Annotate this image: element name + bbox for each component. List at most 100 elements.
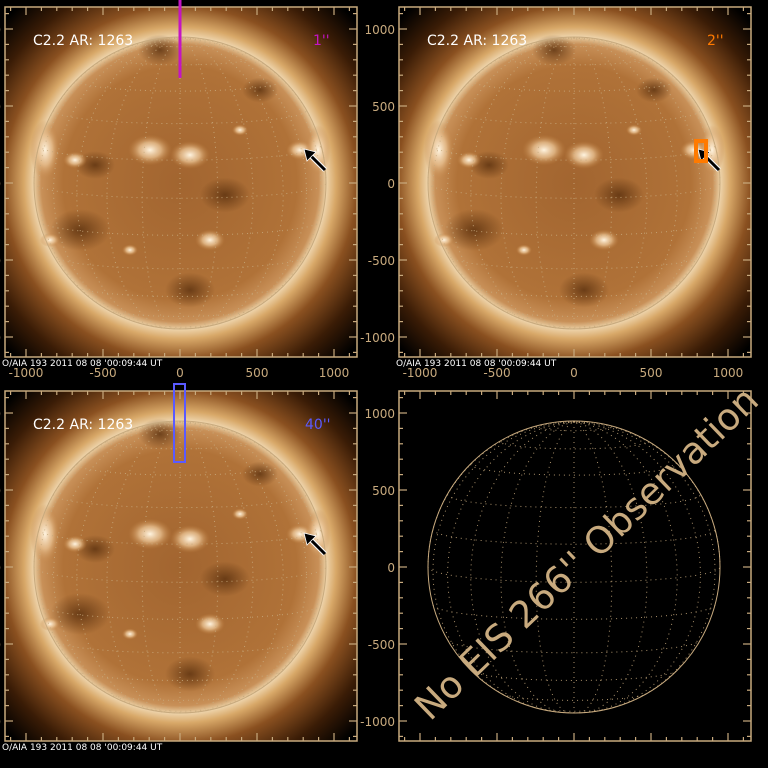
- active-region: [63, 151, 87, 169]
- y-tick-label: -1000: [360, 331, 395, 345]
- active-region: [122, 628, 138, 640]
- coronal-hole: [444, 209, 504, 251]
- y-tick-label: 1000: [364, 407, 395, 421]
- solar-limb: [427, 36, 721, 330]
- grid-line: [447, 640, 701, 654]
- grid-line: [427, 566, 721, 583]
- grid-line: [141, 37, 181, 330]
- grid-line: [179, 421, 219, 714]
- x-tick-label: 1000: [319, 366, 350, 380]
- coronal-hole: [138, 34, 182, 66]
- grid-line: [447, 256, 701, 270]
- grid-line: [470, 37, 575, 329]
- limb-brightening: [30, 120, 60, 180]
- solar-limb: [33, 420, 327, 714]
- grid-line: [535, 426, 613, 432]
- coronal-hole: [532, 34, 576, 66]
- active-region: [40, 617, 60, 631]
- limb-brightening: [30, 504, 60, 564]
- grid-line: [573, 421, 648, 714]
- plot-frame: [398, 390, 752, 742]
- grid-line: [573, 37, 721, 184]
- coronal-hole: [242, 461, 278, 487]
- active-region: [516, 244, 532, 256]
- coronal-hole: [138, 418, 182, 450]
- limb-brightening: [424, 120, 454, 180]
- grid-line: [33, 182, 327, 199]
- active-region: [122, 244, 138, 256]
- grid-line: [38, 145, 322, 161]
- grid-line: [76, 80, 284, 92]
- active-region: [128, 518, 172, 550]
- grid-line: [76, 464, 284, 476]
- solar-limb: [427, 420, 721, 714]
- grid-line: [179, 421, 327, 568]
- arrow-head: [303, 148, 317, 162]
- y-tick-label: 1000: [364, 23, 395, 37]
- slit-width-label: 1'': [313, 33, 330, 49]
- grid-line: [141, 421, 181, 714]
- grid-line: [539, 324, 609, 328]
- active-region: [626, 124, 642, 136]
- slit-width-label: 40'': [305, 417, 331, 433]
- y-tick-label: -500: [0, 254, 1, 268]
- x-tick-label: -500: [483, 366, 510, 380]
- y-tick-label: -500: [368, 254, 395, 268]
- active-region: [170, 525, 210, 553]
- coronal-hole: [242, 77, 278, 103]
- coronal-hole: [636, 77, 672, 103]
- coronal-hole: [559, 272, 609, 308]
- flare-label: C2.2 AR: 1263: [33, 417, 133, 433]
- footer-timestamp: O/AIA 193 2011 08 08 '00:09:44 UT: [2, 743, 163, 753]
- grid-line: [470, 80, 678, 92]
- grid-line: [38, 529, 322, 545]
- grid-line: [535, 421, 575, 714]
- y-tick-label: 0: [0, 561, 1, 575]
- y-tick-label: -1000: [0, 715, 1, 729]
- y-tick-label: 500: [372, 100, 395, 114]
- grid-line: [53, 256, 307, 270]
- active-region: [457, 151, 481, 169]
- grid-line: [573, 421, 721, 568]
- active-region: [40, 233, 60, 247]
- y-tick-label: 0: [387, 177, 395, 191]
- grid-line: [106, 57, 254, 66]
- flare-label: C2.2 AR: 1263: [427, 33, 527, 49]
- active-region: [128, 134, 172, 166]
- panel-4: No EIS 266'' Observation -1000 -500 0 500 100…: [360, 378, 767, 742]
- grid-line: [179, 37, 254, 330]
- active-region: [522, 134, 566, 166]
- grid-line: [141, 42, 219, 48]
- grid-line: [33, 566, 327, 583]
- grid-line: [141, 426, 219, 432]
- coronal-hole: [200, 177, 250, 213]
- coronal-hole: [165, 656, 215, 692]
- active-region: [195, 229, 225, 251]
- no-observation-message: No EIS 266'' Observation: [406, 378, 767, 728]
- y-tick-label: 500: [0, 484, 1, 498]
- y-tick-label: -1000: [0, 331, 1, 345]
- grid-line: [573, 37, 648, 330]
- y-tick-label: 500: [0, 100, 1, 114]
- coronal-hole: [50, 209, 110, 251]
- plot-frame: [4, 390, 358, 742]
- grid-line: [179, 37, 327, 184]
- grid-line: [106, 37, 181, 330]
- grid-line: [53, 640, 307, 654]
- sun-image: [399, 7, 751, 357]
- panel-2: C2.2 AR: 1263 2'' O/AIA 193 2011 08 08 '00…: [360, 6, 752, 380]
- grid-line: [106, 441, 254, 450]
- eis-slit-2arcsec: [694, 139, 708, 163]
- active-region: [564, 141, 604, 169]
- grid-line: [573, 37, 678, 329]
- x-tick-label: -1000: [403, 366, 438, 380]
- x-tick-label: 1000: [713, 366, 744, 380]
- sun-image: [5, 391, 357, 741]
- grid-line: [106, 421, 181, 714]
- grid-line: [179, 421, 284, 713]
- panel-1: C2.2 AR: 1263 1'' O/AIA 193 2011 08 08 '00…: [0, 0, 358, 380]
- grid-line: [76, 37, 181, 329]
- active-region: [195, 613, 225, 635]
- panel-3: C2.2 AR: 1263 40'' O/AIA 193 2011 08 08 '0…: [0, 383, 358, 753]
